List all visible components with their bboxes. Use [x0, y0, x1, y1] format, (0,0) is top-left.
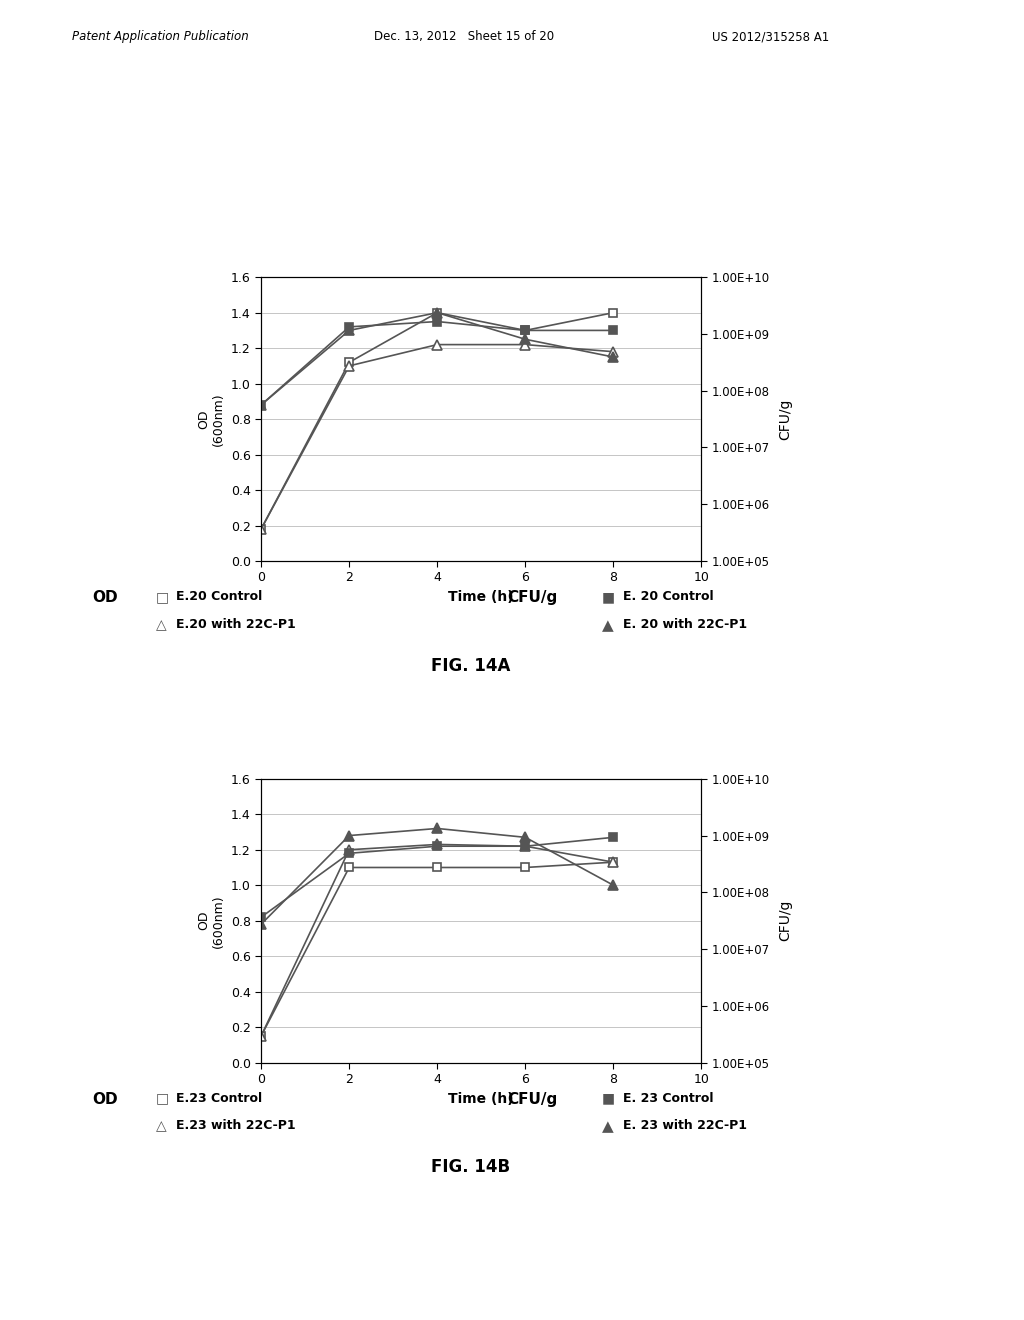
Text: □: □ — [156, 1092, 169, 1106]
Text: E. 23 with 22C-P1: E. 23 with 22C-P1 — [623, 1119, 746, 1133]
Text: □: □ — [156, 590, 169, 605]
Text: ■: ■ — [602, 590, 615, 605]
Text: OD: OD — [92, 1092, 118, 1106]
Text: ▲: ▲ — [602, 618, 613, 632]
Text: △: △ — [156, 618, 166, 632]
Text: E.20 Control: E.20 Control — [176, 590, 262, 603]
X-axis label: Time (h): Time (h) — [449, 590, 514, 605]
Text: OD: OD — [92, 590, 118, 605]
Text: ▲: ▲ — [602, 1119, 613, 1134]
Text: Dec. 13, 2012   Sheet 15 of 20: Dec. 13, 2012 Sheet 15 of 20 — [374, 30, 554, 44]
Text: ■: ■ — [602, 1092, 615, 1106]
Y-axis label: OD
(600nm): OD (600nm) — [198, 894, 225, 948]
Text: US 2012/315258 A1: US 2012/315258 A1 — [712, 30, 829, 44]
Text: E.23 Control: E.23 Control — [176, 1092, 262, 1105]
Text: Patent Application Publication: Patent Application Publication — [72, 30, 249, 44]
Text: FIG. 14B: FIG. 14B — [431, 1158, 511, 1176]
Y-axis label: OD
(600nm): OD (600nm) — [198, 392, 225, 446]
Text: FIG. 14A: FIG. 14A — [431, 656, 511, 675]
Y-axis label: CFU/g: CFU/g — [778, 399, 793, 440]
Text: △: △ — [156, 1119, 166, 1134]
Y-axis label: CFU/g: CFU/g — [778, 900, 793, 941]
Text: E.20 with 22C-P1: E.20 with 22C-P1 — [176, 618, 296, 631]
X-axis label: Time (h): Time (h) — [449, 1092, 514, 1106]
Text: E. 23 Control: E. 23 Control — [623, 1092, 713, 1105]
Text: E.23 with 22C-P1: E.23 with 22C-P1 — [176, 1119, 296, 1133]
Text: E. 20 with 22C-P1: E. 20 with 22C-P1 — [623, 618, 746, 631]
Text: CFU/g: CFU/g — [507, 590, 557, 605]
Text: E. 20 Control: E. 20 Control — [623, 590, 714, 603]
Text: CFU/g: CFU/g — [507, 1092, 557, 1106]
